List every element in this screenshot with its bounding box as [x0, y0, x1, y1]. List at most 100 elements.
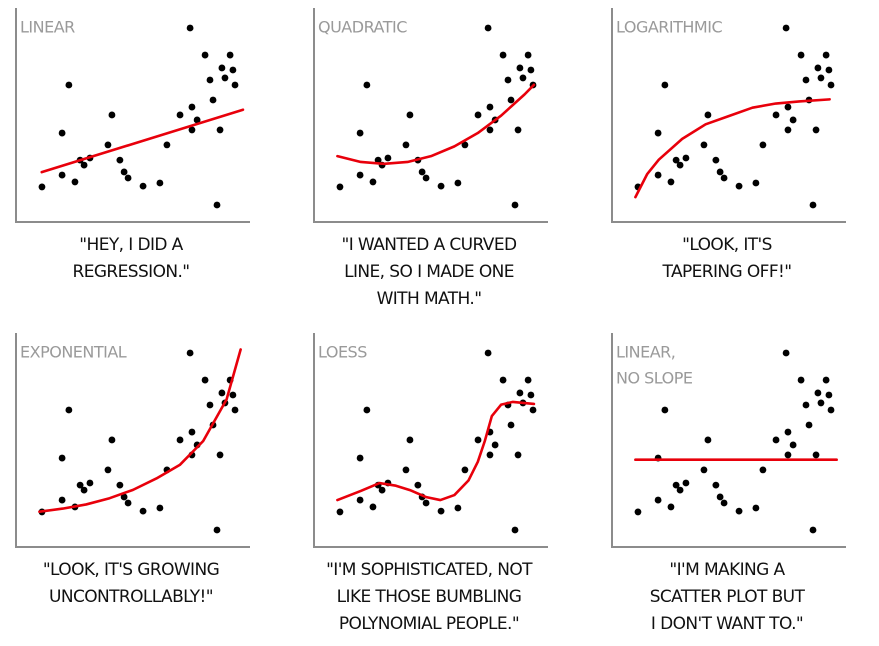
point [825, 391, 833, 399]
point [454, 179, 462, 187]
caption-line: I DON'T WANT TO." [651, 614, 803, 634]
point [511, 201, 519, 209]
point [108, 111, 116, 119]
fit-line [336, 400, 536, 502]
point [797, 376, 805, 384]
point [176, 436, 184, 444]
point [363, 406, 371, 414]
point [514, 126, 522, 134]
point [402, 141, 410, 149]
axes [611, 333, 846, 548]
caption-line: "HEY, I DID A [79, 235, 183, 255]
point [516, 389, 524, 397]
point [363, 81, 371, 89]
point [524, 376, 532, 384]
point [104, 466, 112, 474]
axes [15, 333, 250, 548]
point [86, 479, 94, 487]
point [229, 391, 237, 399]
point [817, 399, 825, 407]
point [58, 171, 66, 179]
point [65, 81, 73, 89]
point [529, 406, 537, 414]
point [186, 349, 194, 357]
point [822, 376, 830, 384]
point [486, 451, 494, 459]
point [814, 389, 822, 397]
point [116, 156, 124, 164]
point [716, 493, 724, 501]
point [454, 504, 462, 512]
panel-title: EXPONENTIAL [20, 343, 127, 362]
point [213, 201, 221, 209]
point [406, 436, 414, 444]
point [700, 141, 708, 149]
point [80, 486, 88, 494]
point [406, 111, 414, 119]
point [206, 401, 214, 409]
point [356, 496, 364, 504]
point [817, 74, 825, 82]
point [188, 103, 196, 111]
point [672, 156, 680, 164]
point [437, 182, 445, 190]
point [789, 116, 797, 124]
point [139, 507, 147, 515]
point [676, 161, 684, 169]
axes [313, 8, 548, 223]
point [812, 126, 820, 134]
point [712, 481, 720, 489]
point [667, 503, 675, 511]
point [759, 141, 767, 149]
fit-line [38, 348, 242, 514]
point [752, 179, 760, 187]
point [654, 129, 662, 137]
point [720, 499, 728, 507]
caption-line: POLYNOMIAL PEOPLE." [339, 614, 519, 634]
point [782, 349, 790, 357]
panel: EXPONENTIAL "LOOK, IT'S GROWING UNCONTROLL… [15, 333, 250, 607]
panel-title: LOGARITHMIC [616, 18, 722, 37]
fit-line [336, 83, 536, 166]
point [486, 126, 494, 134]
panel-title: LINEAR, [616, 343, 675, 362]
point [805, 421, 813, 429]
point [231, 406, 239, 414]
point [772, 111, 780, 119]
caption-line: REGRESSION." [73, 262, 190, 282]
point [802, 401, 810, 409]
point [226, 51, 234, 59]
point [735, 182, 743, 190]
point [369, 503, 377, 511]
point [720, 174, 728, 182]
point [120, 168, 128, 176]
point [812, 451, 820, 459]
point [672, 481, 680, 489]
point [827, 81, 835, 89]
point [784, 451, 792, 459]
point [491, 441, 499, 449]
point [527, 66, 535, 74]
point [116, 481, 124, 489]
point [58, 129, 66, 137]
point [374, 156, 382, 164]
point [809, 526, 817, 534]
point [356, 171, 364, 179]
caption-line: TAPERING OFF!" [662, 262, 792, 282]
point [356, 454, 364, 462]
point [654, 171, 662, 179]
point [71, 178, 79, 186]
point [76, 481, 84, 489]
point [188, 428, 196, 436]
point [120, 493, 128, 501]
point [461, 141, 469, 149]
caption-line: UNCONTROLLABLY!" [49, 587, 213, 607]
point [108, 436, 116, 444]
point [700, 466, 708, 474]
point [186, 24, 194, 32]
point [484, 349, 492, 357]
point [735, 507, 743, 515]
panel: LINEAR, NO SLOPE "I'M MAKING A SCATTER PLOT… [611, 333, 846, 634]
point [772, 436, 780, 444]
